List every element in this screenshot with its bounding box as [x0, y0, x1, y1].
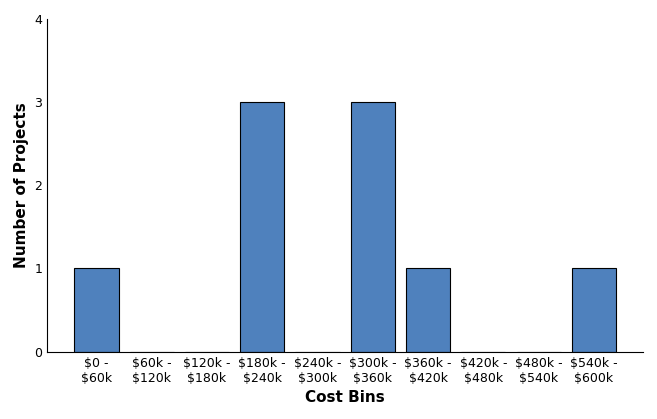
Bar	[240, 102, 284, 352]
X-axis label: Cost Bins: Cost Bins	[306, 390, 385, 405]
Bar	[351, 102, 395, 352]
Bar	[74, 269, 119, 352]
Bar	[572, 269, 616, 352]
Bar	[406, 269, 450, 352]
Y-axis label: Number of Projects: Number of Projects	[14, 102, 29, 268]
